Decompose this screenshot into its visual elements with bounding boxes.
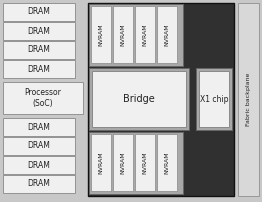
Text: NVRAM: NVRAM [121, 23, 125, 46]
Bar [3, 60, 75, 78]
Bar [88, 3, 234, 196]
Text: DRAM: DRAM [28, 141, 51, 150]
Text: NVRAM: NVRAM [99, 151, 103, 174]
Text: DRAM: DRAM [28, 161, 51, 169]
Bar [3, 22, 75, 40]
Text: NVRAM: NVRAM [165, 23, 170, 46]
Text: NVRAM: NVRAM [143, 151, 148, 174]
Bar [3, 156, 75, 174]
Text: NVRAM: NVRAM [99, 23, 103, 46]
Bar [135, 134, 155, 191]
Bar [89, 4, 183, 66]
Bar [157, 6, 177, 63]
Bar [89, 132, 183, 194]
Bar [3, 3, 75, 21]
Text: NVRAM: NVRAM [165, 151, 170, 174]
Bar [196, 68, 232, 130]
Text: DRAM: DRAM [28, 64, 51, 74]
Bar [91, 134, 111, 191]
Text: DRAM: DRAM [28, 7, 51, 17]
Bar [91, 6, 111, 63]
Text: DRAM: DRAM [28, 26, 51, 36]
Bar [113, 134, 133, 191]
Bar [92, 71, 186, 127]
Text: Processor
(SoC): Processor (SoC) [25, 88, 61, 108]
Bar [3, 175, 75, 193]
Text: Bridge: Bridge [123, 94, 155, 104]
Bar [238, 3, 259, 196]
Bar [113, 6, 133, 63]
Text: DRAM: DRAM [28, 122, 51, 132]
Text: X1 chip: X1 chip [200, 95, 228, 103]
Bar [199, 71, 229, 127]
Text: NVRAM: NVRAM [121, 151, 125, 174]
Bar [89, 68, 189, 130]
Bar [3, 82, 83, 114]
Text: DRAM: DRAM [28, 180, 51, 188]
Text: NVRAM: NVRAM [143, 23, 148, 46]
Bar [3, 137, 75, 155]
Text: Fabric backplane: Fabric backplane [246, 73, 251, 126]
Bar [3, 41, 75, 59]
Bar [135, 6, 155, 63]
Text: DRAM: DRAM [28, 45, 51, 55]
Bar [3, 118, 75, 136]
Bar [157, 134, 177, 191]
